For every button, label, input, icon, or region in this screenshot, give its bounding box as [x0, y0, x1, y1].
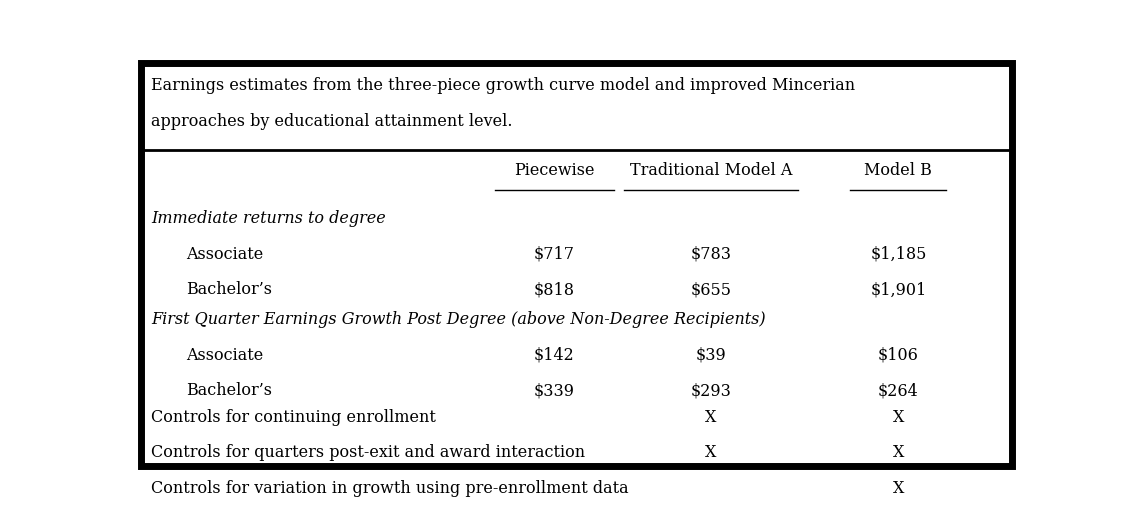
Text: Bachelor’s: Bachelor’s — [185, 281, 272, 298]
Text: Piecewise: Piecewise — [514, 162, 595, 179]
Text: X: X — [892, 409, 904, 425]
Text: Associate: Associate — [185, 246, 263, 263]
Text: approaches by educational attainment level.: approaches by educational attainment lev… — [151, 113, 513, 130]
Text: Bachelor’s: Bachelor’s — [185, 383, 272, 399]
Text: $818: $818 — [534, 281, 574, 298]
Text: X: X — [706, 444, 717, 461]
Text: $655: $655 — [690, 281, 732, 298]
Text: Controls for continuing enrollment: Controls for continuing enrollment — [151, 409, 436, 425]
Text: Controls for quarters post-exit and award interaction: Controls for quarters post-exit and awar… — [151, 444, 586, 461]
Text: First Quarter Earnings Growth Post Degree (above Non-Degree Recipients): First Quarter Earnings Growth Post Degre… — [151, 311, 765, 329]
Text: Earnings estimates from the three-piece growth curve model and improved Minceria: Earnings estimates from the three-piece … — [151, 77, 855, 94]
Text: Traditional Model A: Traditional Model A — [629, 162, 792, 179]
Text: Model B: Model B — [864, 162, 932, 179]
Text: Associate: Associate — [185, 347, 263, 364]
Text: Controls for variation in growth using pre-enrollment data: Controls for variation in growth using p… — [151, 479, 628, 497]
Text: $717: $717 — [534, 246, 574, 263]
Text: $39: $39 — [696, 347, 726, 364]
Text: X: X — [892, 444, 904, 461]
Text: Immediate returns to degree: Immediate returns to degree — [151, 210, 386, 227]
Text: $783: $783 — [690, 246, 732, 263]
Text: $293: $293 — [690, 383, 732, 399]
Text: $1,185: $1,185 — [870, 246, 926, 263]
Text: $1,901: $1,901 — [870, 281, 926, 298]
Text: X: X — [706, 409, 717, 425]
Text: $142: $142 — [534, 347, 574, 364]
Text: $339: $339 — [534, 383, 574, 399]
Text: $106: $106 — [878, 347, 918, 364]
Text: $264: $264 — [878, 383, 918, 399]
Text: X: X — [892, 479, 904, 497]
